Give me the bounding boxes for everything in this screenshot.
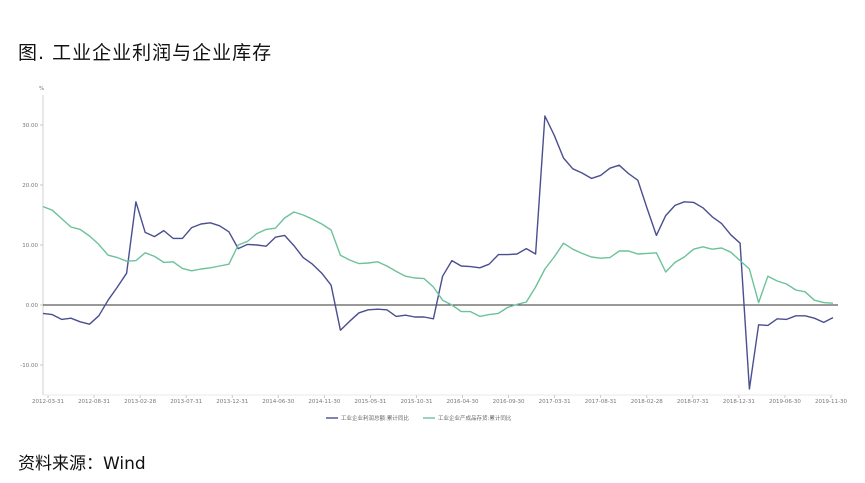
chart-title: 图. 工业企业利润与企业库存 [18, 42, 273, 64]
series-line-2 [42, 205, 834, 318]
chart-axes: % -10.00 0.00 10.00 20.00 30.00 2012-03-31 2012… [20, 86, 847, 405]
x-tick-label: 2018-12-31 [723, 399, 755, 405]
y-tick-label: 30.00 [22, 123, 38, 129]
x-tick-label: 2018-07-31 [677, 399, 709, 405]
legend-label: 工业企业利润总额:累计同比 [341, 414, 409, 422]
source-note: 资料来源：Wind [18, 454, 146, 474]
x-tick-label: 2015-10-31 [400, 399, 432, 405]
x-tick-label: 2015-05-31 [354, 399, 386, 405]
x-tick-label: 2014-06-30 [262, 399, 294, 405]
chart-legend: 工业企业利润总额:累计同比 工业企业产成品存货:累计同比 [326, 414, 512, 422]
x-tick-label: 2019-06-30 [769, 399, 801, 405]
line-chart: % -10.00 0.00 10.00 20.00 30.00 2012-03-31 2012… [20, 86, 847, 422]
x-tick-label: 2013-02-28 [124, 399, 156, 405]
y-unit-label: % [39, 86, 44, 92]
x-tick-label: 2016-04-30 [447, 399, 479, 405]
x-tick-label: 2012-03-31 [32, 399, 64, 405]
y-tick-label: 20.00 [22, 183, 38, 189]
x-tick-label: 2013-07-31 [170, 399, 202, 405]
x-tick-label: 2017-03-31 [539, 399, 571, 405]
x-tick-label: 2018-02-28 [631, 399, 663, 405]
y-tick-label: 10.00 [22, 243, 38, 249]
y-tick-label: 0.00 [26, 303, 39, 309]
series-lines [42, 115, 834, 390]
x-tick-label: 2012-08-31 [78, 399, 110, 405]
legend-label: 工业企业产成品存货:累计同比 [438, 414, 512, 422]
y-tick-label: -10.00 [20, 363, 38, 369]
x-tick-label: 2016-09-30 [493, 399, 525, 405]
x-tick-label: 2014-11-30 [308, 399, 340, 405]
series-line-1 [42, 115, 834, 390]
x-tick-label: 2017-08-31 [585, 399, 617, 405]
x-tick-label: 2019-11-30 [815, 399, 847, 405]
x-tick-label: 2013-12-31 [216, 399, 248, 405]
